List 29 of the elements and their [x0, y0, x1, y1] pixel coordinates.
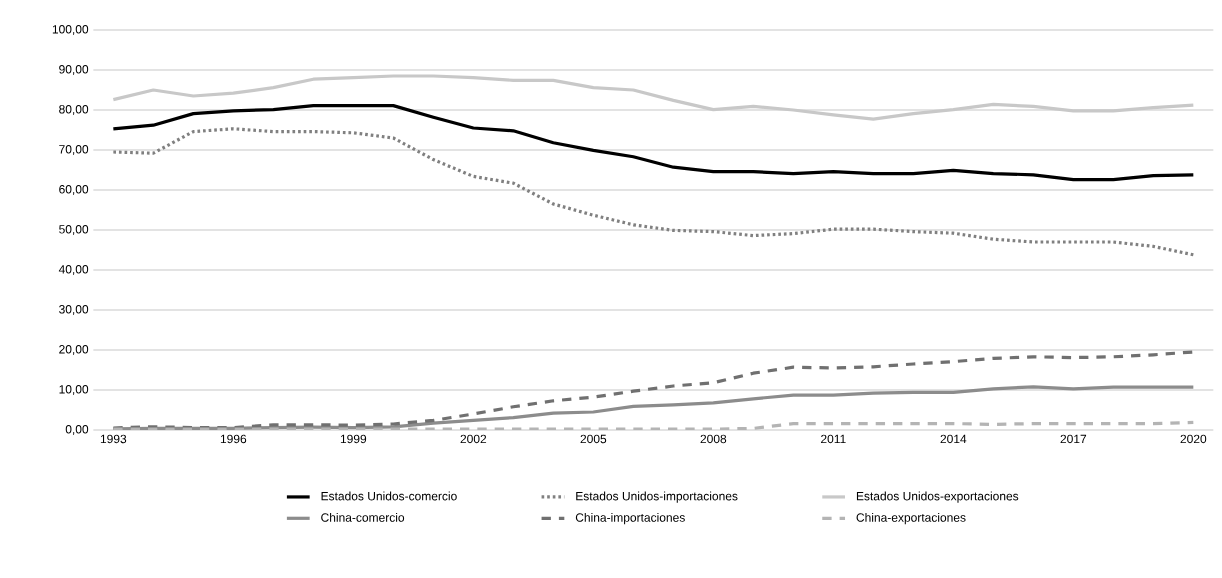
x-tick-label: 2002	[460, 434, 487, 444]
x-tick-label: 2005	[580, 434, 607, 444]
y-tick-label: 50,00	[59, 225, 89, 235]
y-tick-label: 60,00	[59, 185, 89, 195]
x-tick-label: 2008	[700, 434, 727, 444]
y-tick-label: 100,00	[52, 25, 89, 35]
y-tick-label: 90,00	[59, 65, 89, 75]
legend-label: Estados Unidos-comercio	[321, 491, 457, 501]
x-tick-label: 2011	[821, 434, 846, 444]
y-tick-label: 20,00	[59, 345, 89, 355]
x-tick-label: 1999	[340, 434, 367, 444]
y-tick-label: 40,00	[58, 265, 89, 275]
x-tick-label: 2014	[940, 434, 967, 444]
x-tick-label: 2020	[1180, 434, 1207, 444]
legend-label: Estados Unidos-importaciones	[576, 491, 738, 503]
y-tick-label: 30,00	[59, 305, 89, 315]
legend-label: China-importaciones	[575, 512, 685, 525]
legend-label: Estados Unidos-exportaciones	[856, 491, 1019, 503]
y-tick-label: 80,00	[59, 105, 89, 115]
y-tick-label: 0,00	[65, 425, 89, 435]
x-tick-label: 2017	[1060, 434, 1087, 444]
y-tick-label: 70,00	[59, 145, 89, 155]
y-tick-label: 10,00	[59, 385, 89, 395]
line-series	[111, 74, 1195, 121]
legend-label: China-comercio	[321, 512, 405, 522]
x-tick-label: 1993	[100, 434, 127, 444]
line-series	[111, 350, 1195, 430]
x-tick-label: 1996	[220, 434, 247, 444]
legend-label: China-exportaciones	[856, 512, 966, 525]
